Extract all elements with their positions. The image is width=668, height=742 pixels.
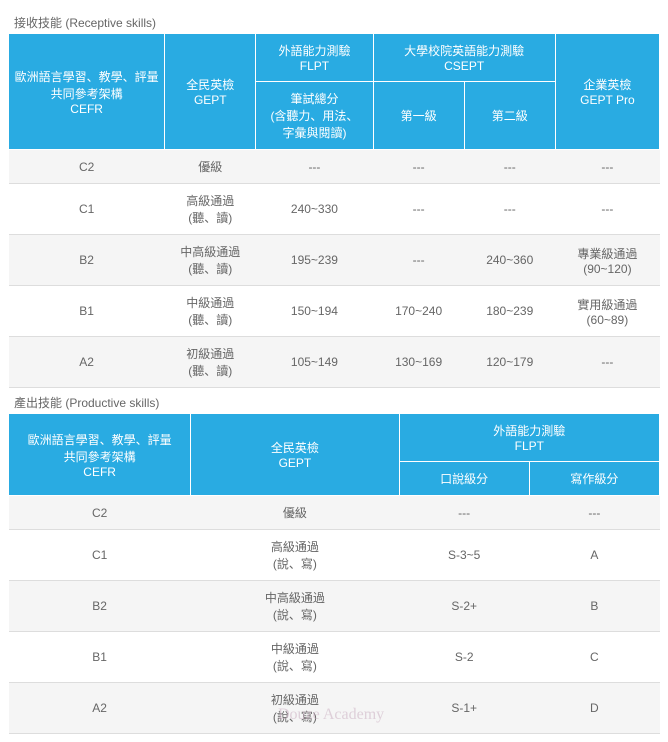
hdr-geptpro: 企業英檢GEPT Pro [555,34,659,150]
cell-c1: --- [373,150,464,184]
productive-title: 產出技能 (Productive skills) [14,394,660,411]
cell-cefr: C1 [9,530,191,581]
cell-pro: 實用級通過(60~89) [555,286,659,337]
productive-table: 歐洲語言學習、教學、評量共同參考架構CEFR 全民英檢GEPT 外語能力測驗FL… [8,413,660,734]
hdr2-gept: 全民英檢GEPT [191,414,399,496]
table-row: B1中級通過(說、寫)S-2C [9,632,660,683]
cell-gept: 高級通過(說、寫) [191,530,399,581]
cell-gept: 中級通過(說、寫) [191,632,399,683]
hdr-flpt: 外語能力測驗FLPT [256,34,373,82]
cell-c2: 240~360 [464,235,555,286]
table-row: A2初級通過(聽、讀)105~149130~169120~179--- [9,337,660,388]
cell-cefr: C2 [9,150,165,184]
cell-gept: 高級通過(聽、讀) [165,184,256,235]
cell-pro: --- [555,337,659,388]
cell-write: A [529,530,659,581]
cell-c1: --- [373,235,464,286]
cell-flpt: --- [256,150,373,184]
table-row: A2初級通過(說、寫)S-1+D [9,683,660,734]
receptive-table: 歐洲語言學習、教學、評量共同參考架構CEFR 全民英檢GEPT 外語能力測驗FL… [8,33,660,388]
cell-write: B [529,581,659,632]
hdr-gept: 全民英檢GEPT [165,34,256,150]
cell-write: C [529,632,659,683]
cell-gept: 初級通過(說、寫) [191,683,399,734]
table-row: B2中高級通過(說、寫)S-2+B [9,581,660,632]
cell-cefr: C2 [9,496,191,530]
cell-oral: S-3~5 [399,530,529,581]
cell-oral: S-2 [399,632,529,683]
cell-c2: --- [464,184,555,235]
table-row: B1中級通過(聽、讀)150~194170~240180~239實用級通過(60… [9,286,660,337]
hdr2-cefr: 歐洲語言學習、教學、評量共同參考架構CEFR [9,414,191,496]
cell-cefr: B1 [9,286,165,337]
cell-cefr: B2 [9,581,191,632]
table-row: C2優級------------ [9,150,660,184]
cell-gept: 優級 [191,496,399,530]
hdr-cefr: 歐洲語言學習、教學、評量共同參考架構CEFR [9,34,165,150]
cell-c1: --- [373,184,464,235]
cell-gept: 中高級通過(聽、讀) [165,235,256,286]
cell-c1: 170~240 [373,286,464,337]
table-row: B2中高級通過(聽、讀)195~239---240~360專業級通過(90~12… [9,235,660,286]
cell-cefr: B2 [9,235,165,286]
cell-flpt: 195~239 [256,235,373,286]
cell-oral: --- [399,496,529,530]
cell-flpt: 105~149 [256,337,373,388]
hdr-csept-l2: 第二級 [464,82,555,150]
cell-pro: 專業級通過(90~120) [555,235,659,286]
hdr2-write: 寫作級分 [529,462,659,496]
receptive-title: 接收技能 (Receptive skills) [14,14,660,31]
cell-pro: --- [555,184,659,235]
cell-cefr: A2 [9,683,191,734]
cell-flpt: 240~330 [256,184,373,235]
cell-pro: --- [555,150,659,184]
cell-c1: 130~169 [373,337,464,388]
cell-oral: S-1+ [399,683,529,734]
hdr2-oral: 口說級分 [399,462,529,496]
cell-cefr: A2 [9,337,165,388]
cell-write: --- [529,496,659,530]
cell-gept: 中級通過(聽、讀) [165,286,256,337]
hdr-flpt-sub: 筆試總分(含聽力、用法、字彙與閱讀) [256,82,373,150]
cell-c2: --- [464,150,555,184]
table-row: C2優級------ [9,496,660,530]
cell-gept: 優級 [165,150,256,184]
table-row: C1高級通過(說、寫)S-3~5A [9,530,660,581]
cell-oral: S-2+ [399,581,529,632]
cell-cefr: C1 [9,184,165,235]
cell-c2: 120~179 [464,337,555,388]
hdr2-flpt: 外語能力測驗FLPT [399,414,659,462]
cell-c2: 180~239 [464,286,555,337]
hdr-csept-l1: 第一級 [373,82,464,150]
hdr-csept: 大學校院英語能力測驗CSEPT [373,34,555,82]
cell-write: D [529,683,659,734]
cell-flpt: 150~194 [256,286,373,337]
cell-cefr: B1 [9,632,191,683]
cell-gept: 初級通過(聽、讀) [165,337,256,388]
table-row: C1高級通過(聽、讀)240~330--------- [9,184,660,235]
cell-gept: 中高級通過(說、寫) [191,581,399,632]
